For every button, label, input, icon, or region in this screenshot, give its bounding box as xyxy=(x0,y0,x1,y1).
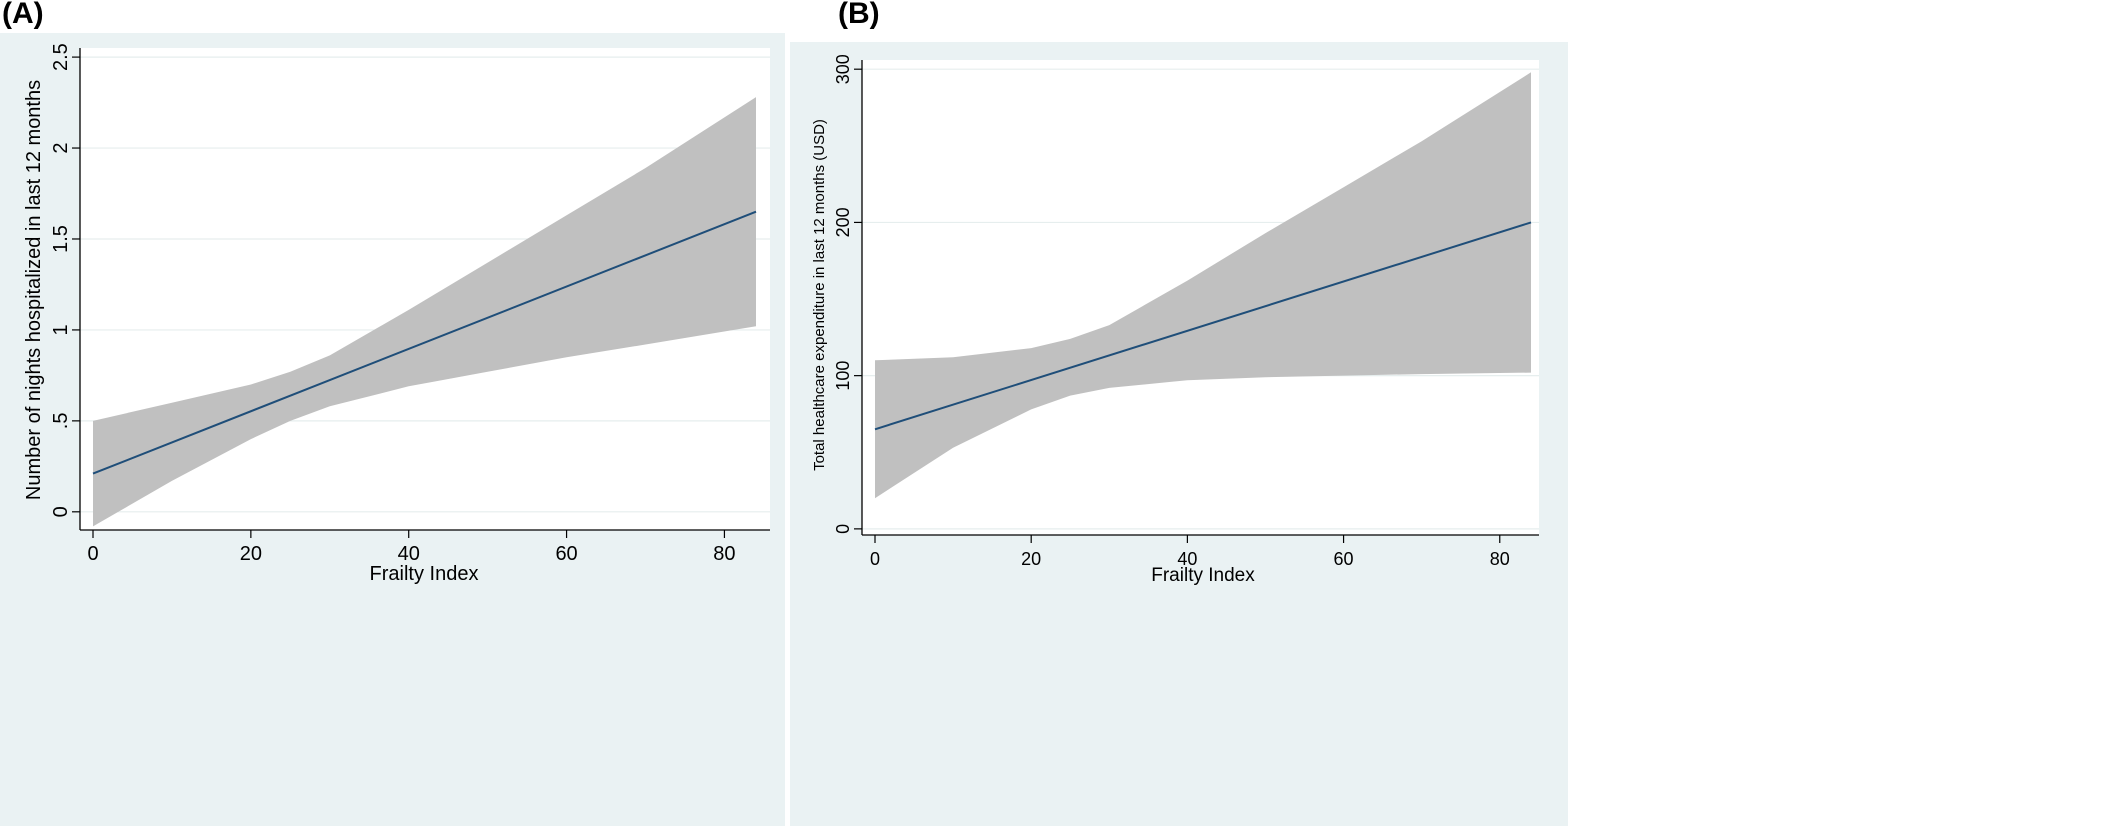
x-ticks-b: 0 20 40 60 80 xyxy=(870,535,1510,569)
fit-line-a xyxy=(92,210,757,475)
y-tick-label-a-0: 0 xyxy=(50,506,72,517)
x-axis-title-b: Frailty Index xyxy=(1151,565,1255,586)
y-axis-title-a: Number of nights hospitalized in last 12… xyxy=(23,80,45,500)
y-axis-title-b: Total healthcare expenditure in last 12 … xyxy=(811,119,828,471)
x-axis-title-a: Frailty Index xyxy=(370,563,479,585)
y-tick-label-b-1: 100 xyxy=(833,361,853,391)
x-tick-label-b-3: 60 xyxy=(1334,549,1354,569)
y-tick-label-a-5: 2.5 xyxy=(50,43,72,71)
y-tick-label-b-2: 200 xyxy=(833,207,853,237)
chart-b: 0 20 40 60 80 0 100 200 300 Frailty Index Total… xyxy=(811,54,1539,586)
x-tick-label-a-4: 80 xyxy=(713,543,735,565)
y-tick-label-a-2: 1 xyxy=(50,324,72,335)
y-tick-label-b-0: 0 xyxy=(833,524,853,534)
x-tick-label-b-2: 40 xyxy=(1177,549,1197,569)
chart-a: 0 20 40 60 80 0 .5 1 1.5 2 2.5 Frailty Index Numb… xyxy=(23,43,770,585)
y-tick-label-a-4: 2 xyxy=(50,142,72,153)
y-tick-label-a-3: 1.5 xyxy=(50,225,72,253)
x-tick-label-b-1: 20 xyxy=(1021,549,1041,569)
x-ticks-a: 0 20 40 60 80 xyxy=(87,530,736,565)
panel-b-label: (B) xyxy=(838,0,880,30)
confidence-band-b xyxy=(875,72,1531,499)
y-tick-label-a-1: .5 xyxy=(50,413,72,430)
y-ticks-b: 0 100 200 300 xyxy=(833,54,862,534)
x-tick-label-b-4: 80 xyxy=(1490,549,1510,569)
y-ticks-a: 0 .5 1 1.5 2 2.5 xyxy=(50,43,80,517)
y-tick-label-b-3: 300 xyxy=(833,54,853,84)
chart-canvas: 0 20 40 60 80 0 .5 1 1.5 2 2.5 Frailty Index Numb… xyxy=(23,43,1539,586)
fit-line-b xyxy=(874,221,1532,431)
panel-a-label: (A) xyxy=(2,0,44,30)
confidence-band-a xyxy=(93,97,756,527)
x-tick-label-a-0: 0 xyxy=(87,543,98,565)
x-tick-label-b-0: 0 xyxy=(870,549,880,569)
x-tick-label-a-2: 40 xyxy=(398,543,420,565)
x-tick-label-a-3: 60 xyxy=(555,543,577,565)
x-tick-label-a-1: 20 xyxy=(240,543,262,565)
